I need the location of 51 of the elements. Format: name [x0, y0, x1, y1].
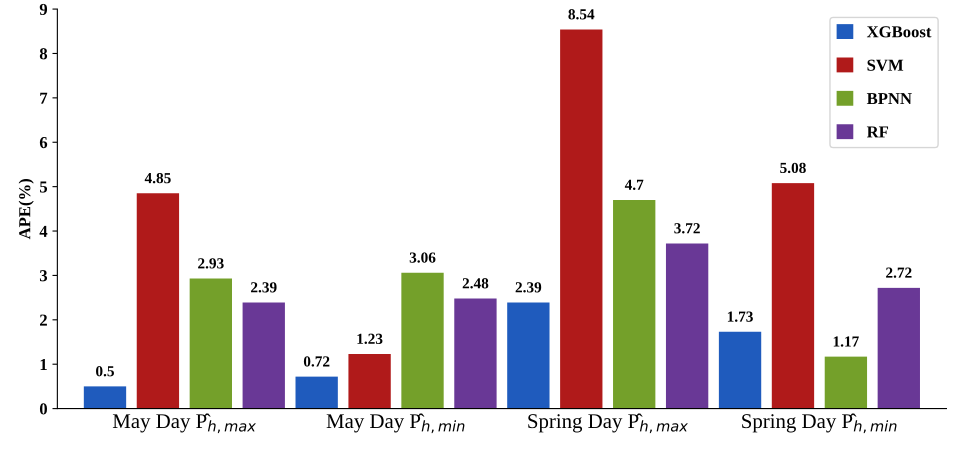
bar	[190, 278, 232, 409]
y-tick-label: 8	[40, 48, 48, 60]
x-tick-label: May Day P̂$_{h,min}$	[326, 413, 464, 434]
bar	[613, 200, 656, 409]
data-label: 4.85	[144, 172, 171, 184]
data-label: 1.23	[357, 334, 382, 344]
bar	[772, 183, 814, 409]
x-tick-label: May Day P̂$_{h,max}$	[112, 413, 256, 434]
bar	[560, 30, 602, 409]
legend-label: BPNN	[866, 93, 912, 104]
y-tick-label: 4	[40, 226, 48, 237]
bar	[878, 288, 920, 409]
bar	[401, 272, 444, 409]
data-label: 5.08	[780, 162, 806, 174]
bar	[454, 298, 497, 409]
bar	[348, 354, 391, 409]
bar	[84, 386, 126, 409]
data-label: 2.48	[462, 278, 488, 289]
legend-label: XGBoost	[866, 26, 932, 38]
y-axis-title: APE(%)	[18, 179, 34, 240]
y-tick-label: 2	[40, 314, 47, 326]
data-label: 1.73	[728, 311, 753, 322]
y-tick-label: 7	[40, 92, 48, 104]
data-label: 2.72	[886, 268, 912, 278]
data-label: 2.39	[516, 282, 542, 293]
data-label: 2.39	[251, 282, 277, 293]
bar	[507, 302, 550, 409]
bar	[242, 302, 285, 409]
y-tick-label: 6	[40, 137, 48, 148]
bar	[666, 243, 708, 409]
data-label: 3.06	[410, 252, 436, 263]
y-tick-label: 3	[40, 270, 48, 282]
y-tick-label: 1	[40, 358, 47, 370]
legend-label: RF	[866, 126, 888, 138]
legend-label: SVM	[868, 60, 904, 71]
x-tick-label: Spring Day P̂$_{h,max}$	[528, 413, 688, 434]
data-label: 8.54	[568, 9, 594, 20]
data-label: 4.7	[624, 180, 644, 190]
x-tick-label: Spring Day P̂$_{h,min}$	[742, 413, 896, 434]
bar	[136, 193, 180, 409]
bar	[824, 356, 868, 409]
y-tick-label: 0	[40, 403, 47, 415]
bar	[718, 332, 762, 409]
data-label: 2.93	[198, 258, 224, 269]
data-label: 0.72	[304, 356, 330, 367]
data-label: 1.17	[834, 336, 859, 347]
data-label: 0.5	[96, 366, 114, 376]
data-label: 3.72	[674, 223, 700, 234]
y-tick-label: 9	[40, 4, 48, 16]
bar	[296, 376, 338, 409]
y-tick-label: 5	[40, 182, 48, 193]
